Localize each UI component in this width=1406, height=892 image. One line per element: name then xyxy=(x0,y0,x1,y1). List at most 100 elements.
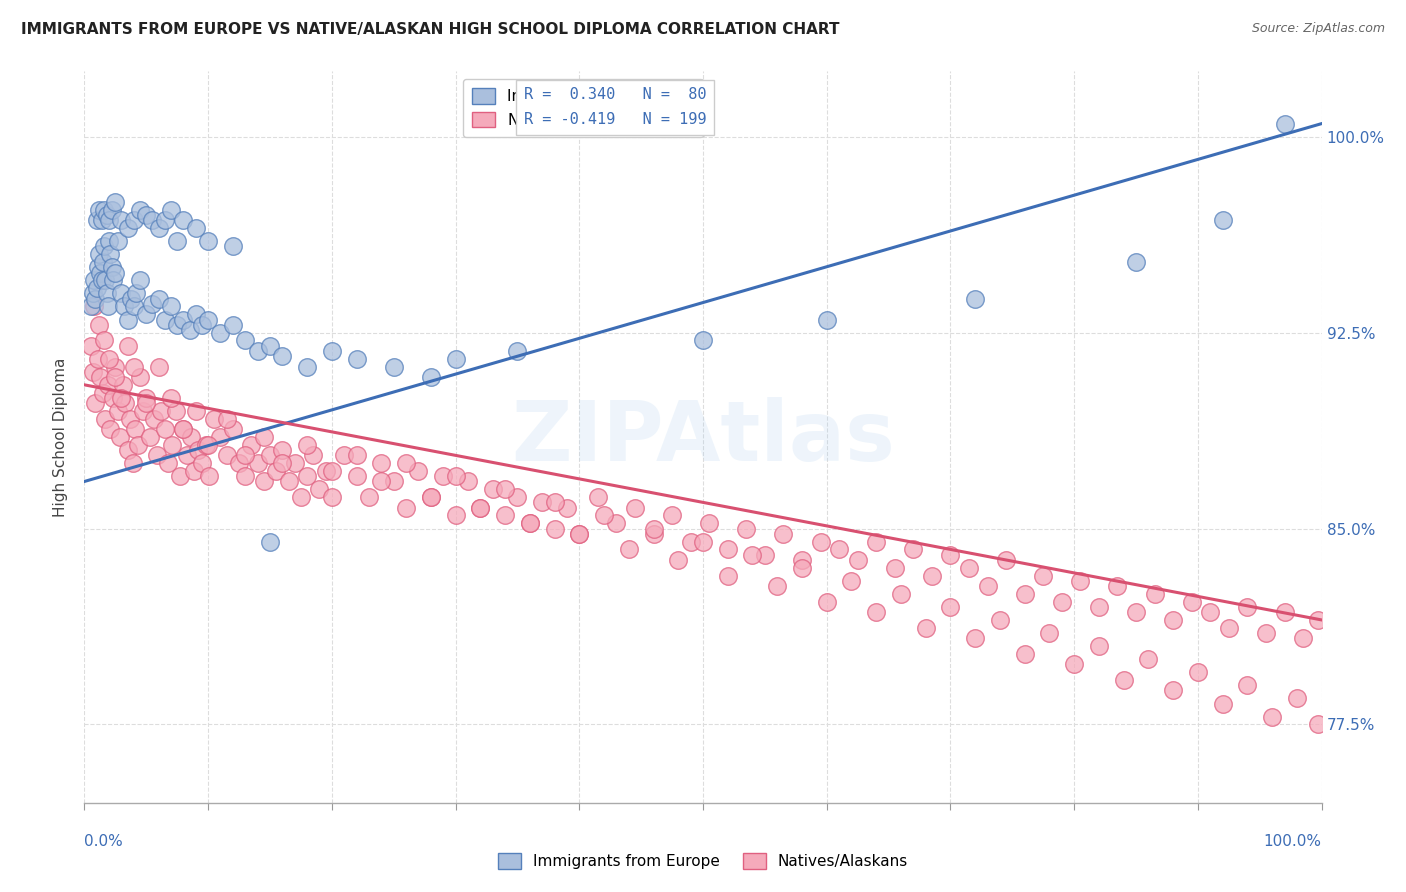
Point xyxy=(176,449,198,463)
Point xyxy=(120,292,142,306)
Point xyxy=(104,359,127,374)
Point xyxy=(965,292,987,306)
Point xyxy=(135,208,157,222)
Point xyxy=(184,307,207,321)
Point xyxy=(222,422,245,436)
Point xyxy=(481,483,503,497)
Point xyxy=(187,443,209,458)
Point xyxy=(506,343,529,358)
Point xyxy=(148,359,170,374)
Point xyxy=(593,508,616,523)
Point xyxy=(110,430,132,444)
Point xyxy=(828,542,851,557)
Point xyxy=(1014,587,1036,601)
Point xyxy=(148,292,170,306)
Point xyxy=(259,534,281,549)
Point xyxy=(93,239,115,253)
Point xyxy=(117,221,139,235)
Point xyxy=(97,300,120,314)
Point xyxy=(939,599,962,614)
Point xyxy=(228,456,250,470)
Point xyxy=(494,508,516,523)
Point xyxy=(568,526,591,541)
Point xyxy=(295,438,318,452)
Point xyxy=(197,234,219,248)
Point xyxy=(1125,605,1147,619)
Point xyxy=(148,221,170,235)
Point xyxy=(166,234,188,248)
Point xyxy=(692,334,714,348)
Point xyxy=(346,449,368,463)
Point xyxy=(295,359,318,374)
Point xyxy=(921,568,943,582)
Point xyxy=(86,213,108,227)
Point xyxy=(1306,717,1329,731)
Point xyxy=(94,412,117,426)
Point xyxy=(754,548,776,562)
Point xyxy=(183,464,205,478)
Point xyxy=(253,475,276,489)
Point xyxy=(382,359,405,374)
Point xyxy=(295,469,318,483)
Point xyxy=(98,422,121,436)
Point xyxy=(1063,657,1085,672)
Text: R =  0.340   N =  80
R = -0.419   N = 199: R = 0.340 N = 80 R = -0.419 N = 199 xyxy=(523,87,706,127)
Point xyxy=(457,475,479,489)
Point xyxy=(395,500,418,515)
Point xyxy=(101,391,124,405)
Point xyxy=(120,412,142,426)
Point xyxy=(96,286,118,301)
Point xyxy=(555,500,578,515)
Point xyxy=(321,464,343,478)
Point xyxy=(146,449,169,463)
Point xyxy=(419,490,441,504)
Point xyxy=(90,213,112,227)
Point xyxy=(1254,626,1277,640)
Point xyxy=(139,430,162,444)
Point xyxy=(772,526,794,541)
Point xyxy=(624,500,647,515)
Point xyxy=(111,377,134,392)
Point xyxy=(903,542,925,557)
Point xyxy=(506,490,529,504)
Point xyxy=(271,349,294,363)
Point xyxy=(89,318,111,332)
Point xyxy=(1261,709,1284,723)
Point xyxy=(957,560,980,574)
Point xyxy=(98,234,121,248)
Point xyxy=(202,412,225,426)
Point xyxy=(846,553,869,567)
Point xyxy=(107,234,129,248)
Point xyxy=(1236,678,1258,692)
Point xyxy=(1212,213,1234,227)
Point xyxy=(110,286,132,301)
Point xyxy=(222,318,245,332)
Point xyxy=(233,449,256,463)
Point xyxy=(150,404,173,418)
Point xyxy=(209,430,232,444)
Point xyxy=(240,438,263,452)
Point xyxy=(519,516,541,531)
Point xyxy=(815,312,838,326)
Point xyxy=(215,449,238,463)
Point xyxy=(333,449,356,463)
Point xyxy=(315,464,337,478)
Point xyxy=(83,273,105,287)
Point xyxy=(89,247,111,261)
Point xyxy=(131,404,153,418)
Point xyxy=(259,449,281,463)
Point xyxy=(321,343,343,358)
Point xyxy=(321,490,343,504)
Point xyxy=(1218,621,1240,635)
Point xyxy=(432,469,454,483)
Point xyxy=(1143,587,1166,601)
Point xyxy=(643,526,665,541)
Point xyxy=(1306,613,1329,627)
Point xyxy=(494,483,516,497)
Point xyxy=(679,534,702,549)
Point xyxy=(470,500,492,515)
Point xyxy=(124,422,146,436)
Point xyxy=(96,208,118,222)
Point xyxy=(841,574,863,588)
Point xyxy=(114,396,136,410)
